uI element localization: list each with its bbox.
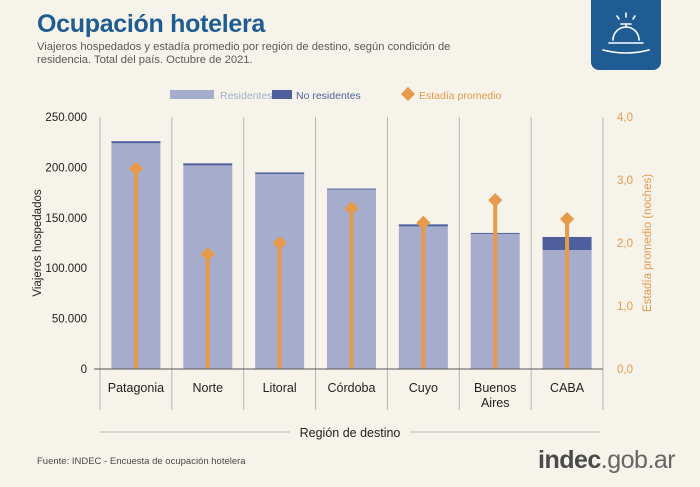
legend: Residentes No residentes Estadía promedi…: [170, 86, 501, 102]
legend-swatch-no-residentes: [272, 90, 292, 99]
category-label: Buenos Aires: [474, 381, 516, 410]
legend-marker-estadia: [400, 86, 416, 102]
y-tick-label: 250.000: [45, 112, 87, 124]
y-axis-title: Viajeros hospedados: [32, 189, 44, 296]
x-axis-title: Región de destino: [300, 426, 401, 440]
y2-tick-label: 2,0: [617, 238, 633, 250]
y-tick-label: 200.000: [45, 162, 87, 174]
legend-label-residentes: Residentes: [220, 90, 273, 102]
service-bell-icon: [591, 0, 661, 70]
category-label: CABA: [550, 381, 585, 395]
y2-tick-label: 4,0: [617, 112, 633, 124]
estadia-marker: [344, 201, 359, 216]
y2-tick-label: 1,0: [617, 301, 633, 313]
indec-logo: indec.gob.ar: [538, 446, 676, 475]
category-label: Cuyo: [409, 381, 438, 395]
y-tick-label: 100.000: [45, 263, 87, 275]
estadia-marker: [272, 235, 287, 251]
estadia-marker: [488, 193, 503, 208]
y2-tick-label: 0,0: [617, 364, 633, 376]
bar-no-residentes: [327, 188, 376, 190]
y-tick-label: 50.000: [52, 314, 87, 326]
estadia-marker: [128, 161, 143, 176]
legend-label-no-residentes: No residentes: [296, 90, 361, 102]
chart-subtitle: Viajeros hospedados y estadía promedio p…: [37, 41, 451, 66]
estadia-marker: [560, 211, 575, 227]
brand-domain: .gob.ar: [600, 446, 676, 474]
y2-axis-title: Estadía promedio (noches): [642, 174, 654, 312]
category-label: Patagonia: [108, 381, 164, 395]
category-label: Litoral: [263, 381, 297, 395]
legend-swatch-residentes: [170, 90, 214, 99]
y-tick-label: 0: [81, 364, 87, 376]
y2-tick-label: 3,0: [617, 175, 633, 187]
estadia-marker: [200, 247, 215, 262]
chart-title: Ocupación hotelera: [37, 10, 265, 38]
bar-no-residentes: [255, 172, 305, 174]
category-label: Norte: [192, 381, 223, 395]
category-label: Córdoba: [328, 381, 376, 395]
source-note: Fuente: INDEC - Encuesta de ocupación ho…: [37, 456, 246, 467]
legend-label-estadia: Estadía promedio: [419, 90, 501, 102]
bar-no-residentes: [183, 163, 233, 166]
estadia-marker: [416, 215, 431, 230]
bar-no-residentes: [111, 141, 161, 144]
brand-main: indec: [538, 446, 601, 474]
y-tick-label: 150.000: [45, 213, 87, 225]
